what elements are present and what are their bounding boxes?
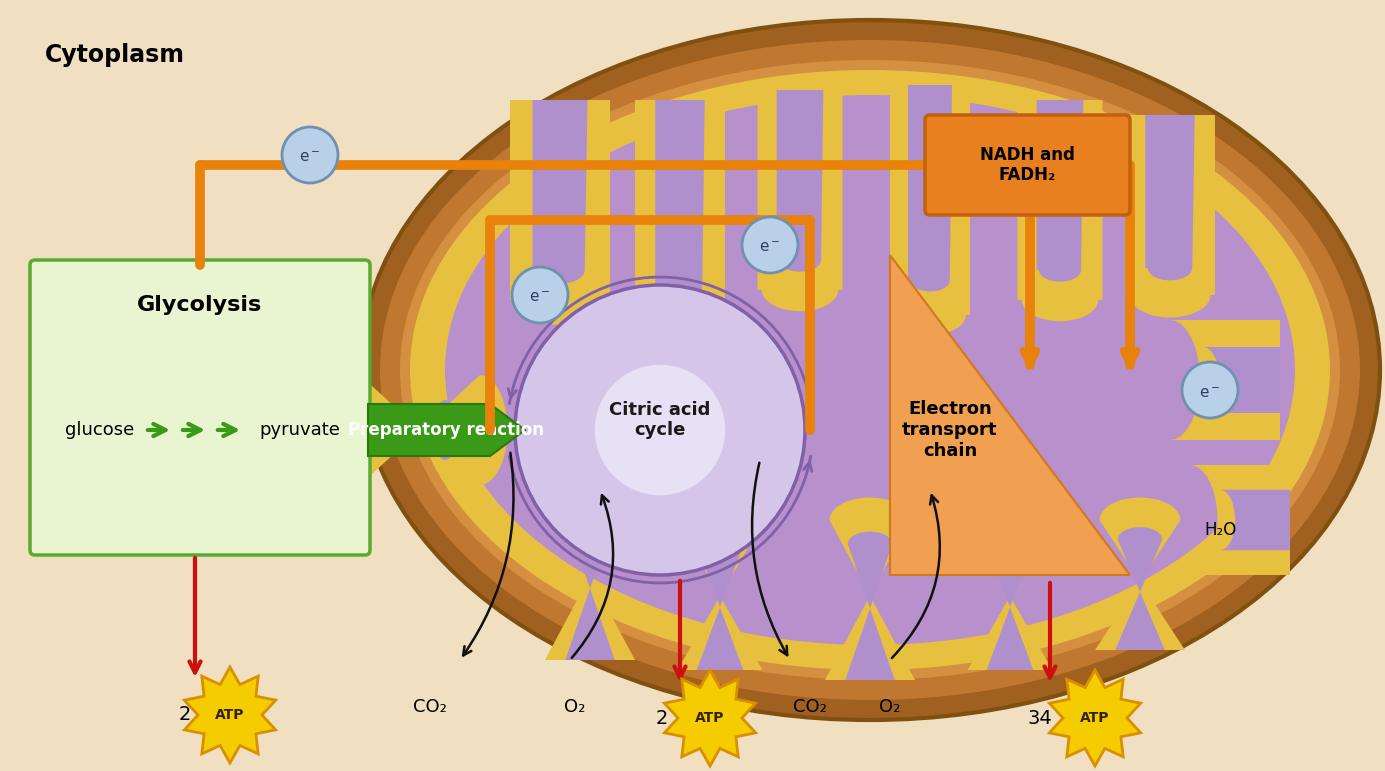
Text: pyruvate: pyruvate — [259, 421, 339, 439]
Ellipse shape — [400, 60, 1341, 680]
Polygon shape — [697, 540, 744, 670]
Polygon shape — [1018, 100, 1102, 322]
Circle shape — [1181, 362, 1238, 418]
Circle shape — [515, 285, 805, 575]
Text: ATP: ATP — [695, 711, 724, 725]
Ellipse shape — [410, 70, 1330, 670]
Polygon shape — [825, 497, 915, 680]
FancyBboxPatch shape — [30, 260, 370, 555]
Polygon shape — [1170, 320, 1280, 440]
Text: 2: 2 — [656, 709, 668, 728]
Text: glucose: glucose — [65, 421, 134, 439]
FancyArrow shape — [368, 404, 525, 456]
Text: e$^-$: e$^-$ — [759, 241, 781, 255]
Polygon shape — [1115, 527, 1165, 650]
FancyArrowPatch shape — [463, 453, 514, 655]
Text: Electron
transport
chain: Electron transport chain — [902, 400, 997, 460]
Text: Cytoplasm: Cytoplasm — [44, 43, 186, 67]
Polygon shape — [1096, 497, 1186, 650]
Text: Glycolysis: Glycolysis — [137, 295, 263, 315]
Polygon shape — [909, 85, 951, 291]
Circle shape — [512, 267, 568, 323]
Polygon shape — [758, 90, 842, 311]
Ellipse shape — [360, 20, 1379, 720]
Polygon shape — [1050, 670, 1141, 766]
Polygon shape — [1220, 490, 1289, 550]
Ellipse shape — [445, 95, 1295, 645]
Polygon shape — [665, 670, 756, 766]
Text: ATP: ATP — [215, 708, 245, 722]
FancyArrowPatch shape — [892, 495, 940, 658]
Polygon shape — [655, 100, 705, 299]
Polygon shape — [891, 255, 1130, 575]
Polygon shape — [677, 509, 763, 670]
Ellipse shape — [379, 40, 1360, 700]
FancyArrowPatch shape — [572, 495, 614, 658]
Polygon shape — [777, 90, 823, 271]
Polygon shape — [546, 477, 634, 660]
Text: Preparatory reaction: Preparatory reaction — [349, 421, 544, 439]
Text: CO₂: CO₂ — [413, 698, 447, 716]
Text: H₂O: H₂O — [1204, 521, 1237, 539]
Polygon shape — [184, 667, 276, 763]
Text: ATP: ATP — [1080, 711, 1109, 725]
Polygon shape — [510, 100, 609, 325]
Circle shape — [283, 127, 338, 183]
Text: NADH and
FADH₂: NADH and FADH₂ — [981, 146, 1075, 184]
Text: 2: 2 — [179, 705, 191, 725]
Polygon shape — [360, 399, 458, 460]
Polygon shape — [634, 100, 724, 342]
Polygon shape — [968, 509, 1053, 670]
Polygon shape — [1190, 465, 1289, 575]
Text: CO₂: CO₂ — [794, 698, 827, 716]
Text: e$^-$: e$^-$ — [299, 150, 321, 166]
Polygon shape — [565, 512, 615, 660]
Circle shape — [594, 365, 726, 495]
Polygon shape — [986, 540, 1033, 670]
Polygon shape — [891, 85, 970, 335]
Polygon shape — [1036, 100, 1083, 281]
Polygon shape — [1145, 115, 1195, 281]
Polygon shape — [1204, 347, 1280, 413]
FancyBboxPatch shape — [925, 115, 1130, 215]
Polygon shape — [532, 100, 587, 284]
Text: Citric acid
cycle: Citric acid cycle — [609, 401, 711, 439]
Text: 34: 34 — [1028, 709, 1053, 728]
Text: e$^-$: e$^-$ — [1199, 386, 1220, 400]
Polygon shape — [845, 532, 895, 680]
Text: O₂: O₂ — [564, 698, 586, 716]
Polygon shape — [360, 375, 507, 485]
Text: O₂: O₂ — [879, 698, 900, 716]
Circle shape — [742, 217, 798, 273]
FancyArrowPatch shape — [752, 463, 787, 655]
Polygon shape — [1125, 115, 1215, 318]
Text: e$^-$: e$^-$ — [529, 291, 551, 305]
